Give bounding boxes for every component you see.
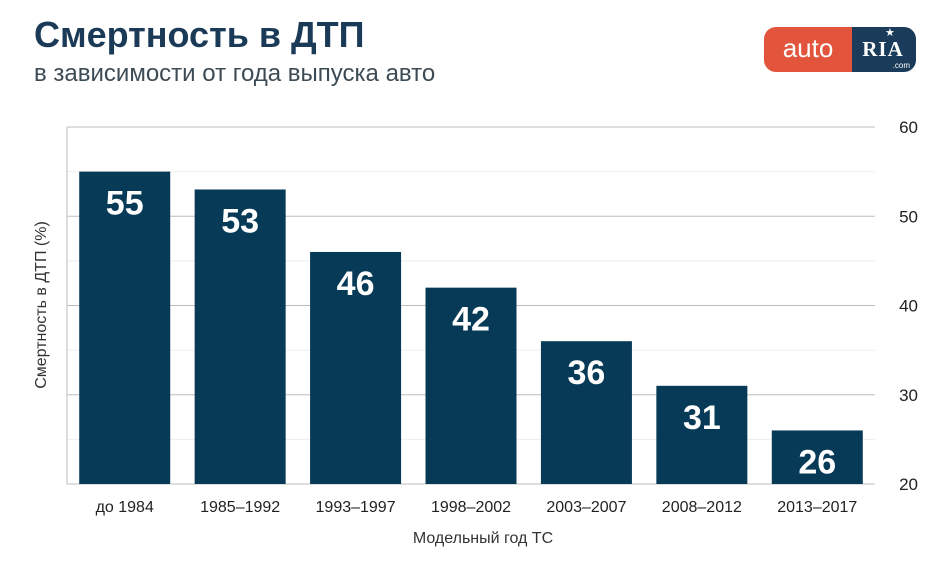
chart-subtitle: в зависимости от года выпуска авто <box>34 60 436 87</box>
bar <box>310 251 402 484</box>
y-tick-label: 50 <box>899 207 918 226</box>
bar-value-label: 26 <box>798 443 836 481</box>
bars <box>79 171 863 484</box>
x-tick-label: 1993–1997 <box>316 499 396 516</box>
logo-com-text: .com <box>892 61 910 70</box>
x-tick-label: до 1984 <box>96 499 154 516</box>
y-tick-label: 30 <box>899 386 918 405</box>
x-axis-label: Модельный год ТС <box>413 530 553 547</box>
bar <box>771 430 863 484</box>
bar <box>194 189 286 484</box>
bar-value-label: 36 <box>568 354 606 392</box>
x-tick-label: 2013–2017 <box>777 499 857 516</box>
bar <box>79 171 171 484</box>
bar-value-label: 46 <box>337 265 375 303</box>
bar-value-label: 31 <box>683 399 721 437</box>
logo-auto-text: auto <box>764 27 852 72</box>
autoria-logo: auto ★ RIA .com <box>764 27 916 72</box>
y-tick-label: 40 <box>899 297 918 316</box>
y-tick-label: 60 <box>899 118 918 137</box>
bar <box>540 341 632 484</box>
bar <box>425 287 517 484</box>
bar-value-label: 53 <box>221 202 259 240</box>
logo-ria-text: RIA <box>862 37 904 61</box>
x-tick-label: 1985–1992 <box>200 499 280 516</box>
star-icon: ★ <box>885 27 895 39</box>
bar-value-labels: 55 53 46 42 36 31 26 <box>106 185 836 482</box>
axis-ticks: 20 30 40 50 60 до 1984 1985–1992 1993–1997 1998–… <box>96 118 918 516</box>
x-tick-label: 2003–2007 <box>546 499 626 516</box>
chart-title: Смертность в ДТП <box>34 14 365 55</box>
bar-value-label: 55 <box>106 185 144 223</box>
logo-ria-block: ★ RIA .com <box>852 27 916 72</box>
y-axis-label: Смертность в ДТП (%) <box>33 221 50 389</box>
y-tick-label: 20 <box>899 475 918 494</box>
x-tick-label: 2008–2012 <box>662 499 742 516</box>
bar <box>656 385 748 484</box>
bar-value-label: 42 <box>452 301 490 339</box>
x-tick-label: 1998–2002 <box>431 499 511 516</box>
